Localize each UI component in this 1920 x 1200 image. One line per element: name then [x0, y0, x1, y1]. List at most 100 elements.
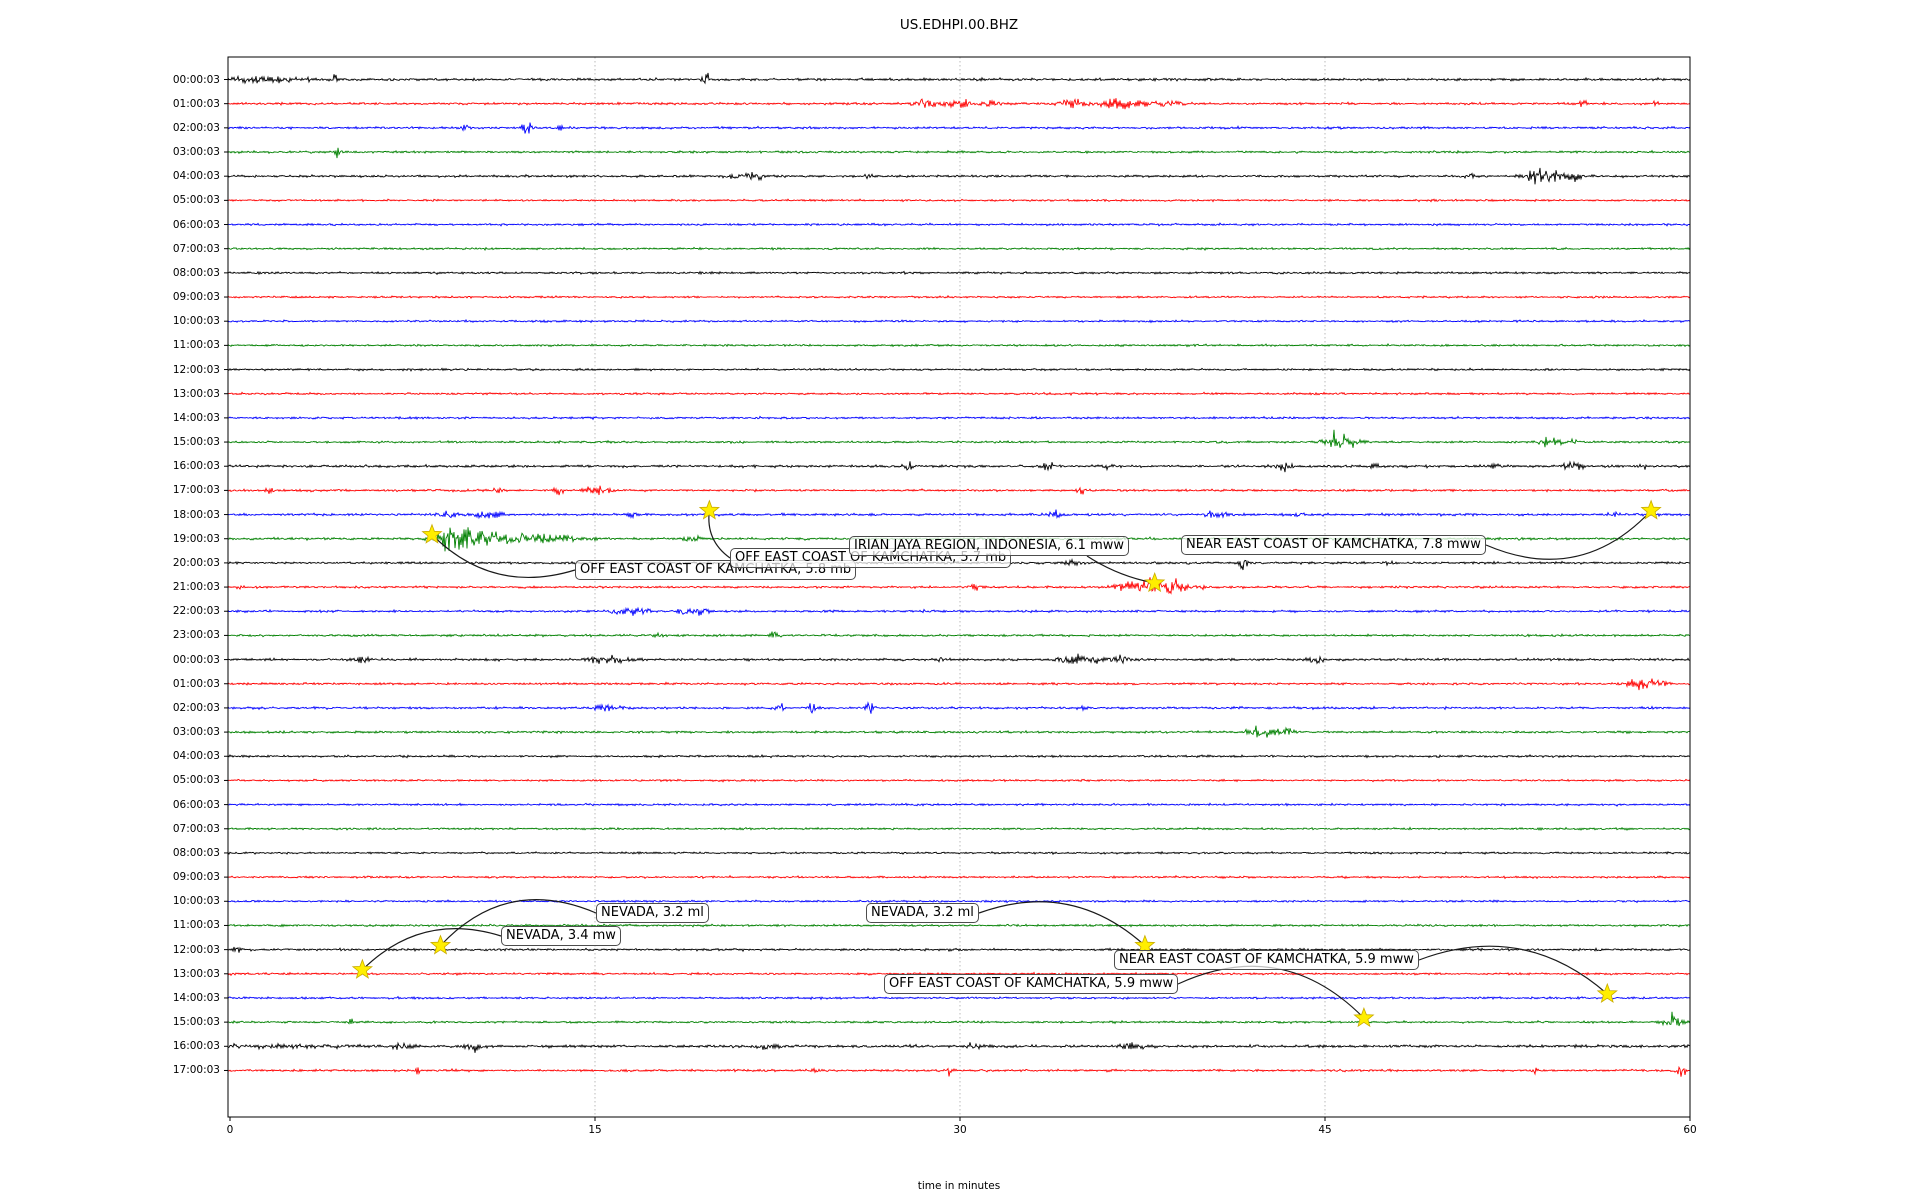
y-tick-label: 21:00:03: [172, 581, 220, 594]
x-axis-title: time in minutes: [917, 1180, 1001, 1192]
trace-row: [227, 122, 1691, 134]
trace-row: [227, 923, 1690, 928]
trace-row: [227, 946, 1691, 953]
trace-row: [227, 754, 1691, 759]
event-annotation: OFF EAST COAST OF KAMCHATKA, 5.9 mww: [884, 974, 1179, 994]
event-star-marker: [1144, 571, 1166, 593]
y-tick-label: 09:00:03: [172, 291, 220, 304]
event-connector-line: [1086, 555, 1155, 584]
event-annotation: NEAR EAST COAST OF KAMCHATKA, 5.9 mww: [1114, 950, 1419, 970]
y-tick-label: 04:00:03: [172, 170, 220, 183]
trace-row: [227, 509, 1691, 520]
trace-row: [227, 1065, 1691, 1077]
y-tick-label: 10:00:03: [172, 315, 220, 328]
y-tick-label: 23:00:03: [172, 629, 220, 642]
y-tick-label: 06:00:03: [172, 798, 220, 811]
y-tick-label: 00:00:03: [172, 73, 220, 86]
event-connector-line: [1485, 510, 1652, 560]
trace-row: [227, 198, 1691, 203]
y-tick-label: 14:00:03: [172, 411, 220, 424]
event-annotation: NEVADA, 3.2 ml: [596, 903, 709, 923]
trace-row: [227, 460, 1691, 473]
trace-row: [227, 1041, 1691, 1053]
y-tick-label: 17:00:03: [172, 484, 220, 497]
trace-row: [227, 701, 1691, 714]
y-tick-label: 06:00:03: [172, 218, 220, 231]
y-tick-label: 16:00:03: [172, 1040, 220, 1053]
y-tick-label: 12:00:03: [172, 943, 220, 956]
event-star-marker: [1353, 1006, 1375, 1028]
y-tick-label: 19:00:03: [172, 532, 220, 545]
x-tick-label: 60: [1683, 1124, 1697, 1136]
y-tick-label: 05:00:03: [172, 774, 220, 787]
event-star-marker: [1134, 934, 1156, 955]
y-tick-label: 00:00:03: [172, 653, 220, 666]
trace-row: [227, 485, 1691, 496]
trace-row: [227, 899, 1691, 904]
trace-row: [227, 246, 1691, 252]
trace-row: [227, 653, 1691, 665]
chart-title: US.EDHPI.00.BHZ: [899, 17, 1019, 33]
trace-row: [227, 995, 1691, 1001]
y-tick-label: 18:00:03: [172, 508, 220, 521]
y-tick-label: 07:00:03: [172, 242, 220, 255]
y-tick-label: 03:00:03: [172, 146, 220, 158]
event-annotation: NEVADA, 3.4 mw: [501, 926, 621, 946]
y-tick-label: 17:00:03: [172, 1064, 220, 1077]
x-tick-label: 0: [226, 1124, 234, 1136]
trace-row: [227, 874, 1691, 880]
trace-row: [227, 678, 1691, 691]
x-tick-label: 45: [1318, 1124, 1332, 1136]
y-tick-label: 11:00:03: [172, 339, 220, 352]
y-tick-label: 15:00:03: [172, 1016, 220, 1029]
seismogram-svg: [224, 56, 1691, 1121]
y-tick-label: 03:00:03: [172, 726, 220, 739]
trace-row: [227, 222, 1691, 227]
event-annotation: IRIAN JAYA REGION, INDONESIA, 6.1 mww: [849, 536, 1129, 556]
event-connector-line: [978, 901, 1146, 947]
event-star-marker: [1596, 982, 1618, 1004]
trace-row: [227, 167, 1691, 185]
y-tick-label: 05:00:03: [172, 194, 220, 207]
y-tick-label: 01:00:03: [172, 97, 220, 110]
event-connector-line: [1418, 945, 1608, 995]
x-tick-label: 30: [953, 1124, 967, 1136]
trace-row: [227, 342, 1691, 348]
x-tick-label: 15: [588, 1124, 602, 1136]
event-annotation: NEVADA, 3.2 ml: [866, 903, 979, 923]
event-connector-line: [440, 899, 597, 947]
y-tick-label: 13:00:03: [172, 967, 220, 980]
trace-row: [227, 391, 1691, 397]
trace-row: [227, 318, 1691, 324]
trace-row: [227, 415, 1691, 421]
trace-row: [227, 577, 1691, 595]
event-connector-line: [361, 928, 502, 971]
trace-row: [227, 72, 1691, 85]
event-annotation: NEAR EAST COAST OF KAMCHATKA, 7.8 mww: [1181, 535, 1486, 555]
y-tick-label: 14:00:03: [172, 991, 220, 1004]
y-tick-label: 01:00:03: [172, 677, 220, 690]
y-tick-label: 08:00:03: [172, 266, 220, 279]
trace-row: [228, 98, 1691, 110]
y-tick-label: 12:00:03: [172, 363, 220, 376]
y-tick-label: 10:00:03: [172, 895, 220, 908]
event-annotation: OFF EAST COAST OF KAMCHATKA, 5.8 mb: [575, 560, 857, 580]
y-tick-label: 07:00:03: [172, 822, 220, 835]
plot-area: OFF EAST COAST OF KAMCHATKA, 5.8 mb OFF E…: [224, 56, 1691, 1121]
trace-row: [227, 725, 1691, 738]
y-tick-label: 02:00:03: [172, 701, 220, 714]
trace-row: [227, 631, 1691, 639]
y-tick-label: 13:00:03: [172, 387, 220, 400]
event-star-marker: [1640, 499, 1662, 520]
trace-row: [227, 778, 1691, 783]
y-tick-label: 11:00:03: [172, 919, 220, 932]
trace-row: [227, 147, 1691, 159]
y-tick-label: 15:00:03: [172, 436, 220, 449]
y-tick-label: 02:00:03: [172, 121, 220, 134]
event-connector-line: [708, 510, 731, 559]
trace-row: [227, 367, 1691, 372]
trace-row: [227, 606, 1691, 616]
y-tick-label: 22:00:03: [172, 605, 220, 618]
event-star-marker: [421, 523, 443, 544]
trace-row: [227, 429, 1691, 448]
